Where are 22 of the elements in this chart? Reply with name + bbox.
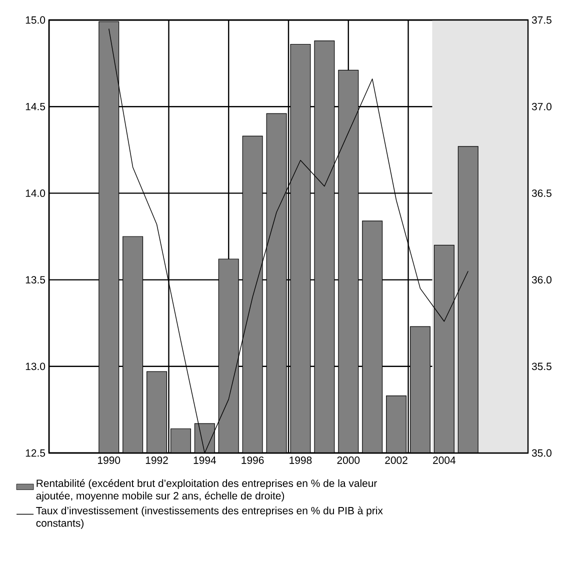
x-tick-label: 1994 xyxy=(194,456,216,464)
x-tick-label: 2000 xyxy=(337,456,360,464)
y2-tick-label: 37.0 xyxy=(532,102,552,110)
x-tick-label: 1990 xyxy=(98,456,120,464)
x-tick-label: 2002 xyxy=(385,456,408,464)
x-tick-label: 1998 xyxy=(290,456,312,464)
y-tick-label: 15.0 xyxy=(26,16,46,24)
y-tick-label: 13.5 xyxy=(26,276,46,284)
y-tick-label: 12.5 xyxy=(26,449,46,457)
y-tick-label: 14.0 xyxy=(26,190,46,197)
y2-tick-label: 37.5 xyxy=(532,16,552,24)
y2-tick-label: 36.0 xyxy=(532,276,552,284)
y2-tick-label: 35.0 xyxy=(532,449,552,457)
legend-label: Rentabilité (excédent brut d’exploitation des entreprises en % de la valeur ajoutée, moyenne mobile sur 2 ans, échelle de droite) xyxy=(36,479,377,502)
x-tick-label: 1996 xyxy=(242,456,264,464)
legend-label: Taux d’investissement (investissements des entreprises en % du PIB à prix constants) xyxy=(36,506,383,529)
y-tick-label: 14.5 xyxy=(26,102,46,110)
x-tick-label: 2004 xyxy=(433,456,456,464)
y-tick-label: 13.0 xyxy=(26,362,46,370)
y2-tick-label: 35.5 xyxy=(532,362,552,370)
y2-tick-label: 36.5 xyxy=(532,190,552,197)
x-tick-label: 1992 xyxy=(146,456,168,464)
